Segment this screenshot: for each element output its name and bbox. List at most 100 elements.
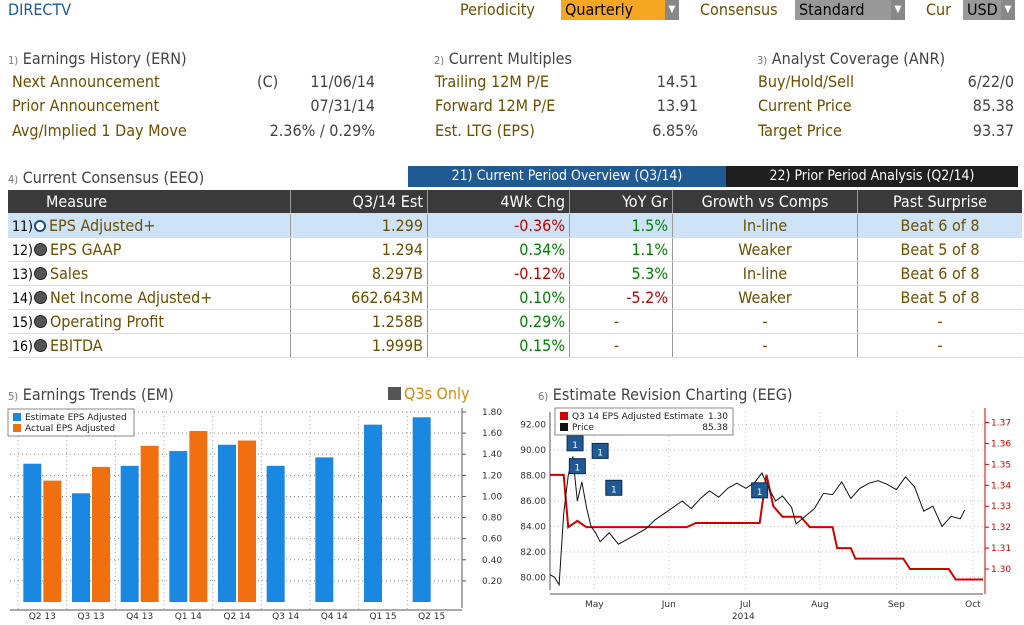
forward-pe-label: Forward 12M P/E	[435, 96, 556, 115]
estimate-revision-chart: 80.00 82.00 84.00 86.00 88.00 90.00 92.00 1.30 1…	[515, 404, 1024, 625]
x-year-label: 2014	[732, 612, 755, 622]
radio-icon[interactable]	[33, 291, 47, 304]
row-index: 12)	[12, 243, 33, 259]
y-right-tick-label: 1.30	[991, 565, 1011, 575]
y-tick-label: 0.60	[482, 535, 502, 545]
revision-marker-label: 1	[611, 485, 617, 495]
radio-icon[interactable]	[33, 220, 46, 232]
x-tick-label: Q2 14	[223, 612, 250, 622]
table-row[interactable]: 15) Operating Profit 1.258B 0.29% - - -	[8, 309, 1022, 334]
x-tick-label: Sep	[888, 600, 905, 610]
col-4wk-chg[interactable]: 4Wk Chg	[427, 190, 570, 214]
revision-marker-label: 1	[572, 441, 578, 451]
x-tick-label: Q2 13	[29, 612, 56, 622]
y-tick-label: 0.80	[482, 514, 502, 524]
yoy-gr-cell: -	[569, 333, 673, 358]
table-row[interactable]: 14) Net Income Adjusted+ 662.643M 0.10% -5.2…	[8, 285, 1022, 310]
currency-label: Cur	[926, 0, 952, 19]
yoy-gr-cell: -5.2%	[569, 285, 673, 310]
radio-icon[interactable]	[33, 315, 47, 328]
y-left-tick-label: 84.00	[520, 522, 546, 532]
4wk-chg-cell: -0.36%	[427, 213, 570, 238]
chevron-down-icon: ▼	[1001, 0, 1015, 20]
past-surprise-cell: Beat 5 of 8	[857, 237, 1022, 262]
radio-icon[interactable]	[33, 243, 47, 256]
past-surprise-cell: -	[857, 309, 1022, 334]
x-tick-label: Q1 15	[369, 612, 396, 622]
section-title: Earnings History (ERN)	[22, 49, 187, 68]
earnings-trends-chart: 0.20 0.40 0.60 0.80 1.00 1.20 1.40 1.60 1.80 Q2 1…	[0, 404, 515, 625]
col-growth-vs-comps[interactable]: Growth vs Comps	[672, 190, 858, 214]
earnings-trends-header[interactable]: 5) Earnings Trends (EM)	[8, 385, 174, 404]
col-est[interactable]: Q3/14 Est	[290, 190, 428, 214]
section-title: Estimate Revision Charting (EEG)	[552, 385, 793, 404]
radio-icon[interactable]	[33, 339, 47, 352]
consensus-dropdown[interactable]: Standard ▼	[795, 0, 905, 20]
table-row[interactable]: 11) EPS Adjusted+ 1.299 -0.36% 1.5% In-line Be…	[8, 213, 1022, 238]
chart-background	[515, 404, 1024, 625]
buy-hold-sell-label: Buy/Hold/Sell	[758, 72, 854, 91]
row-index: 16)	[12, 339, 33, 355]
next-announcement-value: 11/06/14	[310, 72, 375, 91]
measure-cell[interactable]: 14) Net Income Adjusted+	[8, 285, 291, 310]
measure-name: Net Income Adjusted+	[49, 288, 213, 307]
yoy-gr-cell: -	[569, 309, 673, 334]
est-ltg-value: 6.85%	[652, 121, 698, 140]
consensus-header[interactable]: 4) Current Consensus (EEO)	[8, 168, 204, 187]
earnings-history-header[interactable]: 1) Earnings History (ERN)	[8, 49, 187, 68]
tab-prior-period[interactable]: 22) Prior Period Analysis (Q2/14)	[726, 166, 1018, 187]
row-index: 14)	[12, 291, 33, 307]
analyst-coverage-header[interactable]: 3) Analyst Coverage (ANR)	[757, 49, 945, 68]
section-number: 2)	[434, 54, 445, 67]
y-right-tick-label: 1.35	[991, 460, 1011, 470]
section-number: 5)	[8, 390, 19, 403]
prior-announcement-label: Prior Announcement	[12, 96, 160, 115]
table-row[interactable]: 16) EBITDA 1.999B 0.15% - - -	[8, 333, 1022, 358]
past-surprise-cell: Beat 6 of 8	[857, 213, 1022, 238]
measure-cell[interactable]: 16) EBITDA	[8, 333, 291, 358]
4wk-chg-cell: 0.29%	[427, 309, 570, 334]
section-number: 4)	[8, 173, 19, 186]
x-tick-label: Q4 14	[321, 612, 348, 622]
section-number: 1)	[8, 54, 19, 67]
estimate-cell: 1.299	[290, 213, 428, 238]
section-number: 3)	[757, 54, 768, 67]
table-row[interactable]: 12) EPS GAAP 1.294 0.34% 1.1% Weaker Beat 5 of…	[8, 237, 1022, 262]
radio-icon[interactable]	[33, 267, 47, 280]
growth-vs-comps-cell: Weaker	[672, 237, 858, 262]
measure-name: EPS Adjusted+	[48, 216, 156, 235]
revision-marker	[605, 479, 623, 496]
revision-marker	[591, 442, 609, 459]
yoy-gr-cell: 1.1%	[569, 237, 673, 262]
bar-actual	[140, 445, 159, 602]
target-price-value: 93.37	[972, 121, 1014, 140]
table-header-row: Measure Q3/14 Est 4Wk Chg YoY Gr Growth …	[8, 190, 1022, 214]
revision-marker-label: 1	[597, 448, 603, 458]
periodicity-dropdown[interactable]: Quarterly ▼	[561, 0, 679, 20]
section-title: Analyst Coverage (ANR)	[771, 49, 946, 68]
y-right-tick-label: 1.31	[991, 544, 1011, 554]
measure-cell[interactable]: 15) Operating Profit	[8, 309, 291, 334]
bar-estimate	[266, 465, 285, 602]
estimate-revision-header[interactable]: 6) Estimate Revision Charting (EEG)	[538, 385, 793, 404]
currency-dropdown[interactable]: USD ▼	[963, 0, 1015, 20]
growth-vs-comps-cell: -	[672, 333, 858, 358]
col-measure[interactable]: Measure	[8, 190, 291, 214]
bar-estimate	[218, 444, 236, 602]
growth-vs-comps-cell: Weaker	[672, 285, 858, 310]
col-past-surprise[interactable]: Past Surprise	[857, 190, 1022, 214]
estimate-cell: 662.643M	[290, 285, 428, 310]
bar-actual	[43, 480, 62, 602]
consensus-label: Consensus	[700, 0, 778, 19]
table-row[interactable]: 13) Sales 8.297B -0.12% 5.3% In-line Beat 6 of…	[8, 261, 1022, 286]
measure-cell[interactable]: 11) EPS Adjusted+	[8, 213, 291, 238]
measure-cell[interactable]: 12) EPS GAAP	[8, 237, 291, 262]
q3s-only-toggle[interactable]: Q3s Only	[388, 384, 470, 403]
measure-name: EBITDA	[49, 336, 103, 355]
y-right-tick-label: 1.37	[991, 418, 1011, 428]
legend-label-price: Price	[572, 423, 594, 433]
section-title: Current Consensus (EEO)	[22, 168, 205, 187]
measure-cell[interactable]: 13) Sales	[8, 261, 291, 286]
tab-current-period[interactable]: 21) Current Period Overview (Q3/14)	[408, 166, 726, 187]
col-yoy-gr[interactable]: YoY Gr	[569, 190, 673, 214]
